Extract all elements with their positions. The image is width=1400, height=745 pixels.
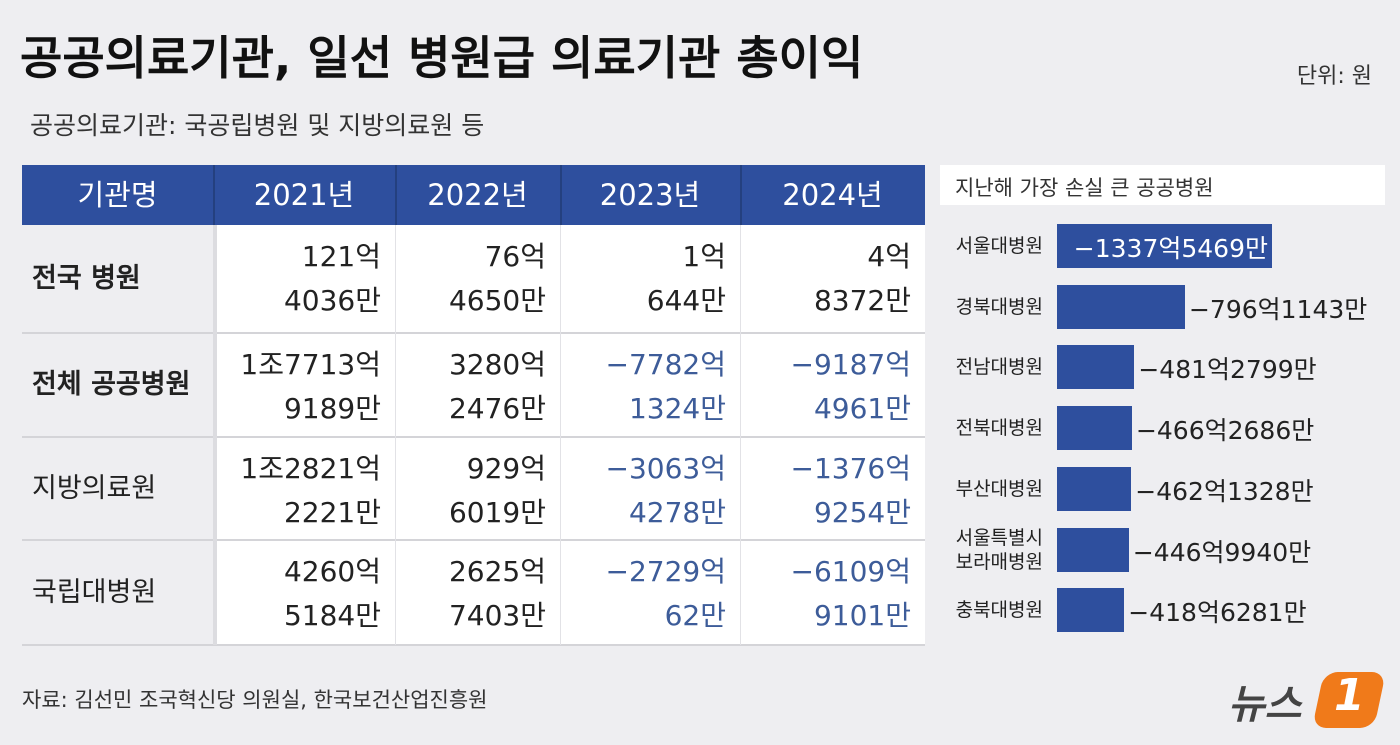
- column-divider: [560, 333, 561, 437]
- cell-text: 2476만: [448, 392, 546, 425]
- value-label: −446억9940만: [1132, 537, 1312, 567]
- header-cell: 2023년: [599, 178, 701, 212]
- cell-text: 4036만: [283, 284, 381, 317]
- cell-text: 62만: [664, 599, 726, 632]
- cell-text: 1324만: [628, 392, 726, 425]
- bar: [1057, 284, 1185, 329]
- value-label: −481억2799만: [1138, 355, 1317, 385]
- column-divider: [560, 225, 561, 333]
- column-divider: [213, 165, 215, 225]
- cell-text: 4260억: [283, 555, 381, 588]
- row-label: 전체 공공병원: [32, 369, 191, 400]
- cell-text: −2729억: [605, 555, 726, 588]
- column-divider: [740, 540, 741, 645]
- source: 자료: 김선민 조국혁신당 의원실, 한국보건산업진흥원: [22, 688, 488, 712]
- column-divider: [395, 437, 396, 540]
- row-divider: [22, 332, 925, 334]
- cell-text: −9187억: [790, 348, 911, 381]
- cell-text: 76억: [484, 240, 546, 273]
- category-label: 충북대병원: [955, 599, 1043, 622]
- cell-text: 1억: [682, 240, 726, 273]
- cell-text: 4961만: [813, 392, 911, 425]
- cell-text: 1조2821억: [240, 452, 381, 485]
- cell-text: −7782억: [605, 348, 726, 381]
- cell-text: 8372만: [813, 284, 911, 317]
- bar: [1057, 588, 1125, 633]
- cell-text: 6019만: [448, 496, 546, 529]
- cell-text: 4278만: [628, 496, 726, 529]
- row-label: 전국 병원: [32, 263, 141, 294]
- cell-text: 644만: [646, 284, 726, 317]
- cell-text: 9189만: [283, 392, 381, 425]
- cell-text: 9101만: [813, 599, 911, 632]
- cell-text: 5184만: [283, 599, 381, 632]
- column-divider: [560, 540, 561, 645]
- title: 공공의료기관, 일선 병원급 의료기관 총이익: [20, 31, 864, 85]
- value-label: −466억2686만: [1135, 416, 1315, 446]
- category-label: 전남대병원: [955, 356, 1043, 379]
- column-divider: [740, 333, 741, 437]
- row-divider: [22, 644, 925, 646]
- column-shadow: [213, 333, 217, 437]
- cell-text: −6109억: [790, 555, 911, 588]
- value-label: −796억1143만: [1188, 294, 1368, 324]
- bar: [1057, 224, 1272, 268]
- header-cell: 기관명: [77, 178, 158, 212]
- column-divider: [560, 437, 561, 540]
- category-label: 부산대병원: [955, 477, 1043, 500]
- value-label: −418억6281만: [1128, 598, 1307, 628]
- unit: 단위: 원: [1296, 64, 1372, 89]
- chart-title-box: [940, 165, 1385, 205]
- table-header-bg: [22, 165, 925, 225]
- column-shadow: [213, 540, 217, 645]
- column-divider: [740, 165, 742, 225]
- category-label: 서울대병원: [955, 235, 1043, 257]
- column-divider: [740, 225, 741, 333]
- logo-mark: 1: [1334, 670, 1365, 721]
- row-divider: [22, 539, 925, 541]
- column-divider: [395, 165, 397, 225]
- header-cell: 2022년: [427, 178, 528, 212]
- cell-text: 9254만: [813, 496, 911, 529]
- column-divider: [395, 333, 396, 437]
- row-label: 국립대병원: [32, 577, 157, 608]
- header-cell: 2021년: [253, 178, 355, 212]
- logo-text: 뉴스: [1228, 682, 1302, 728]
- column-divider: [560, 165, 562, 225]
- column-shadow: [213, 437, 217, 540]
- table-body-bg: [213, 225, 925, 645]
- cell-text: 7403만: [448, 599, 546, 632]
- value-label: −462억1328만: [1135, 476, 1314, 506]
- bar: [1057, 406, 1132, 451]
- bar: [1057, 345, 1135, 390]
- cell-text: 4650만: [448, 284, 546, 317]
- category-label: 전북대병원: [955, 417, 1043, 440]
- column-divider: [740, 437, 741, 540]
- value-label: −1337억5469만: [1073, 234, 1268, 263]
- subtitle: 공공의료기관: 국공립병원 및 지방의료원 등: [30, 111, 485, 140]
- cell-text: 2625억: [448, 555, 546, 588]
- bar: [1057, 527, 1129, 572]
- column-shadow: [213, 225, 217, 333]
- cell-text: 4억: [867, 240, 911, 273]
- cell-text: −3063억: [605, 452, 726, 485]
- column-divider: [395, 540, 396, 645]
- cell-text: 3280억: [448, 348, 546, 381]
- cell-text: 1조7713억: [240, 348, 381, 381]
- cell-text: −1376억: [790, 452, 911, 485]
- category-label: 경북대병원: [955, 295, 1043, 318]
- header-cell: 2024년: [782, 178, 883, 212]
- column-divider: [395, 225, 396, 333]
- cell-text: 2221만: [283, 496, 381, 529]
- category-label: 서울특별시 보라매병원: [955, 526, 1043, 573]
- chart-title: 지난해 가장 손실 큰 공공병원: [955, 176, 1214, 200]
- cell-text: 929억: [466, 452, 546, 485]
- bar: [1057, 466, 1132, 511]
- cell-text: 121억: [301, 240, 381, 273]
- row-label: 지방의료원: [32, 473, 157, 504]
- row-divider: [22, 436, 925, 438]
